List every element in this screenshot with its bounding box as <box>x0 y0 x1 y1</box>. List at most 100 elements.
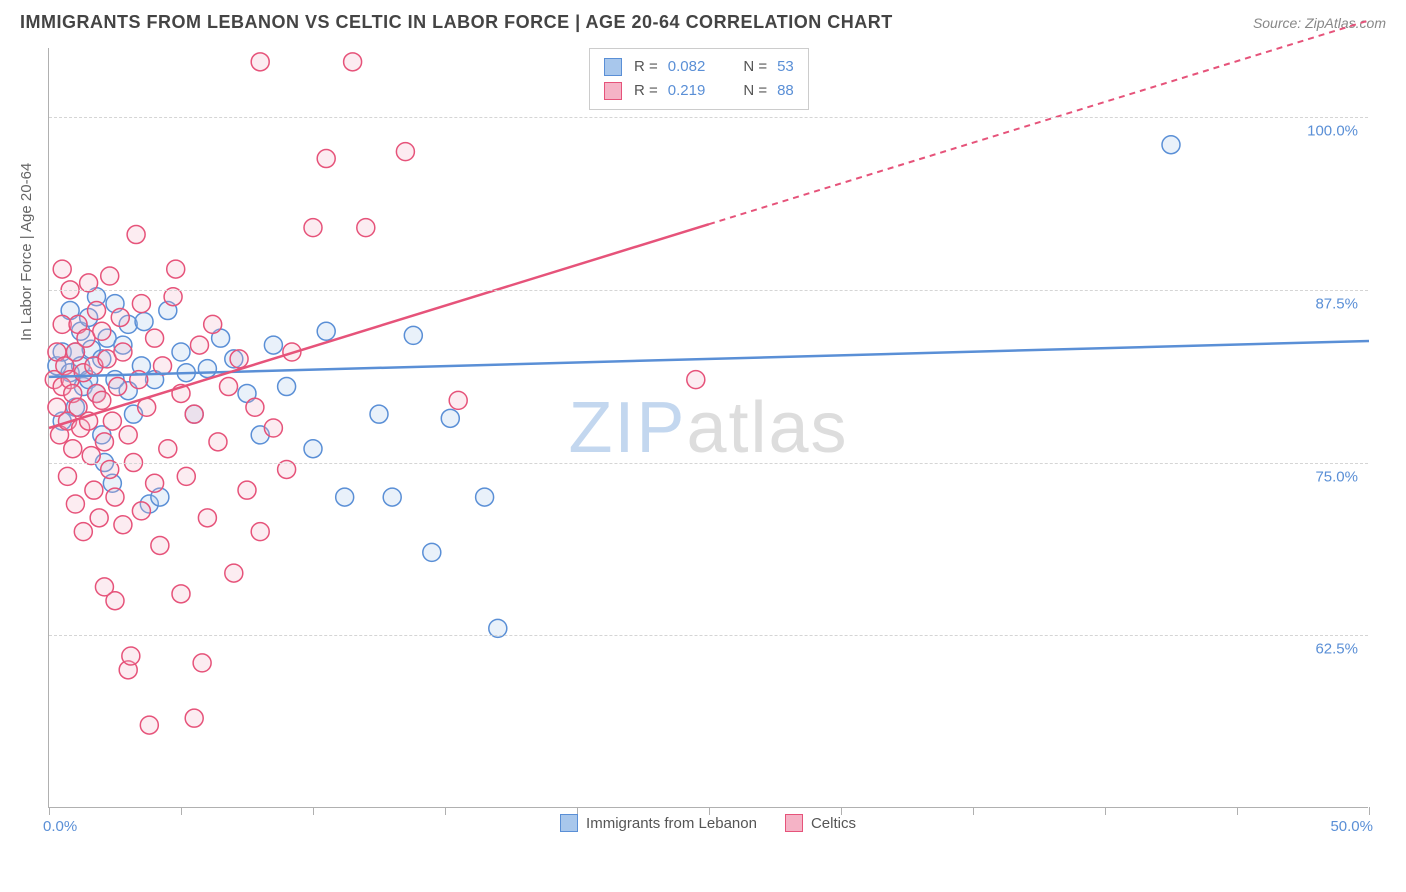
data-point <box>58 467 76 485</box>
data-point <box>132 295 150 313</box>
data-point <box>251 523 269 541</box>
data-point <box>132 502 150 520</box>
data-point <box>93 391 111 409</box>
legend-series-item: Immigrants from Lebanon <box>560 814 757 832</box>
r-value: 0.219 <box>668 79 706 103</box>
data-point <box>193 654 211 672</box>
data-point <box>151 536 169 554</box>
legend-series-label: Celtics <box>811 815 856 832</box>
chart-header: IMMIGRANTS FROM LEBANON VS CELTIC IN LAB… <box>0 0 1406 41</box>
data-point <box>114 516 132 534</box>
data-point <box>106 488 124 506</box>
data-point <box>220 378 238 396</box>
r-value: 0.082 <box>668 55 706 79</box>
gridline <box>49 463 1368 464</box>
legend-correlation: R = 0.082 N = 53 R = 0.219 N = 88 <box>589 48 809 110</box>
data-point <box>396 143 414 161</box>
data-point <box>251 53 269 71</box>
data-point <box>146 329 164 347</box>
data-point <box>114 343 132 361</box>
data-point <box>111 308 129 326</box>
data-point <box>103 412 121 430</box>
data-point <box>177 467 195 485</box>
data-point <box>687 371 705 389</box>
r-label: R = <box>634 55 658 79</box>
data-point <box>172 343 190 361</box>
data-point <box>88 302 106 320</box>
data-point <box>246 398 264 416</box>
y-axis-title: In Labor Force | Age 20-64 <box>18 163 35 341</box>
gridline <box>49 290 1368 291</box>
data-point <box>225 564 243 582</box>
data-point <box>304 440 322 458</box>
data-point <box>93 322 111 340</box>
n-label: N = <box>743 55 767 79</box>
data-point <box>167 260 185 278</box>
y-tick-label: 62.5% <box>1315 641 1358 658</box>
data-point <box>198 360 216 378</box>
data-point <box>185 405 203 423</box>
y-tick-label: 100.0% <box>1307 123 1358 140</box>
data-point <box>106 592 124 610</box>
data-point <box>135 313 153 331</box>
n-label: N = <box>743 79 767 103</box>
data-point <box>370 405 388 423</box>
data-point <box>109 378 127 396</box>
legend-swatch <box>785 814 803 832</box>
chart-source: Source: ZipAtlas.com <box>1253 15 1386 31</box>
legend-swatch <box>604 58 622 76</box>
legend-series-item: Celtics <box>785 814 856 832</box>
legend-series: Immigrants from Lebanon Celtics <box>48 814 1368 832</box>
data-point <box>101 267 119 285</box>
data-point <box>264 419 282 437</box>
legend-correlation-row: R = 0.219 N = 88 <box>604 79 794 103</box>
r-label: R = <box>634 79 658 103</box>
legend-series-label: Immigrants from Lebanon <box>586 815 757 832</box>
scatter-svg <box>49 48 1368 807</box>
data-point <box>278 378 296 396</box>
data-point <box>159 440 177 458</box>
data-point <box>1162 136 1180 154</box>
legend-correlation-row: R = 0.082 N = 53 <box>604 55 794 79</box>
data-point <box>140 716 158 734</box>
y-tick-label: 87.5% <box>1315 295 1358 312</box>
gridline <box>49 117 1368 118</box>
data-point <box>336 488 354 506</box>
n-value: 88 <box>777 79 794 103</box>
plot-area: ZIPatlas R =0.082N =53R =0.219N =88 62.5… <box>48 48 1368 808</box>
data-point <box>127 226 145 244</box>
data-point <box>449 391 467 409</box>
data-point <box>122 647 140 665</box>
legend-swatch <box>560 814 578 832</box>
data-point <box>146 474 164 492</box>
data-point <box>204 315 222 333</box>
chart-title: IMMIGRANTS FROM LEBANON VS CELTIC IN LAB… <box>20 12 893 33</box>
n-value: 53 <box>777 55 794 79</box>
data-point <box>90 509 108 527</box>
data-point <box>344 53 362 71</box>
data-point <box>317 150 335 168</box>
data-point <box>441 409 459 427</box>
gridline <box>49 635 1368 636</box>
data-point <box>357 219 375 237</box>
data-point <box>66 495 84 513</box>
data-point <box>264 336 282 354</box>
data-point <box>53 260 71 278</box>
data-point <box>95 433 113 451</box>
data-point <box>172 585 190 603</box>
data-point <box>85 481 103 499</box>
data-point <box>238 481 256 499</box>
data-point <box>185 709 203 727</box>
data-point <box>304 219 322 237</box>
data-point <box>404 326 422 344</box>
data-point <box>154 357 172 375</box>
data-point <box>198 509 216 527</box>
data-point <box>383 488 401 506</box>
data-point <box>230 350 248 368</box>
data-point <box>317 322 335 340</box>
x-tick <box>1369 807 1370 815</box>
legend-swatch <box>604 82 622 100</box>
data-point <box>190 336 208 354</box>
data-point <box>476 488 494 506</box>
data-point <box>209 433 227 451</box>
